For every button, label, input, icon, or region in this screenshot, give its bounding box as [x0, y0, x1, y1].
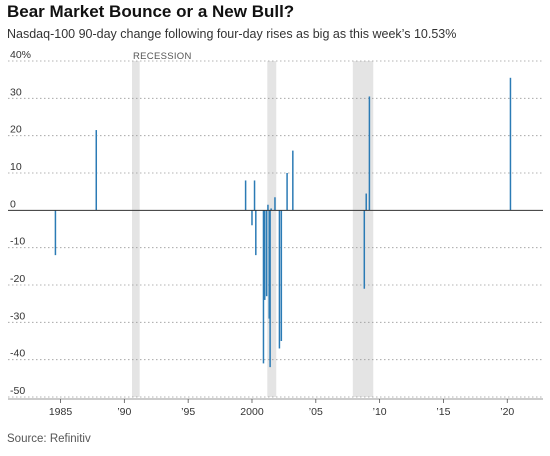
x-tick-label: ’20 — [500, 406, 514, 418]
y-tick-label: 0 — [10, 198, 16, 210]
bar — [509, 77, 512, 211]
y-tick-label: 20 — [10, 124, 22, 136]
chart-subtitle: Nasdaq-100 90-day change following four-… — [7, 27, 457, 41]
y-tick-label: -50 — [10, 385, 25, 397]
x-tick-label: ’05 — [309, 406, 323, 418]
chart-title: Bear Market Bounce or a New Bull? — [7, 2, 295, 21]
recession-band-2 — [352, 61, 374, 397]
bar — [269, 210, 271, 368]
bars — [54, 77, 512, 368]
bar — [244, 180, 247, 211]
gridlines: 40% 30 20 10 0 -10 -20 -30 -40 -50 — [8, 49, 543, 398]
bar — [286, 173, 288, 211]
x-tick-label: ’95 — [181, 406, 195, 418]
bar — [368, 96, 371, 211]
y-tick-label: -40 — [10, 348, 25, 360]
bar — [95, 130, 98, 211]
bar — [251, 210, 253, 226]
recession-label: RECESSION — [133, 51, 192, 62]
recession-band-0 — [132, 61, 140, 397]
bar — [278, 210, 281, 349]
bar — [255, 210, 257, 256]
source-note: Source: Refinitiv — [7, 433, 91, 445]
y-tick-label: 30 — [10, 86, 22, 98]
bar — [280, 210, 283, 341]
bar — [267, 204, 269, 211]
axes: 1985 ’90 ’95 2000 ’05 ’10 ’15 ’20 — [8, 209, 543, 418]
recession-band-1 — [267, 61, 277, 397]
bar — [265, 210, 268, 297]
x-tick-label: 2000 — [240, 406, 264, 418]
x-tick-label: 1985 — [49, 406, 73, 418]
y-tick-label: 40% — [10, 49, 31, 61]
bar — [274, 197, 276, 211]
x-tick-label: ’15 — [436, 406, 450, 418]
bar — [365, 193, 367, 211]
y-tick-label: -10 — [10, 236, 25, 248]
bar — [263, 210, 266, 300]
bar — [363, 210, 366, 289]
bar — [292, 150, 294, 211]
y-tick-label: -20 — [10, 273, 25, 285]
y-tick-label: 10 — [10, 161, 22, 173]
bar — [268, 210, 270, 319]
bar — [253, 180, 256, 211]
y-tick-label: -30 — [10, 310, 25, 322]
bar — [54, 210, 57, 256]
x-tick-label: ’90 — [117, 406, 131, 418]
bar — [262, 210, 265, 364]
recession-bands: RECESSION — [132, 51, 374, 397]
bar — [270, 208, 272, 211]
x-tick-label: ’10 — [373, 406, 387, 418]
